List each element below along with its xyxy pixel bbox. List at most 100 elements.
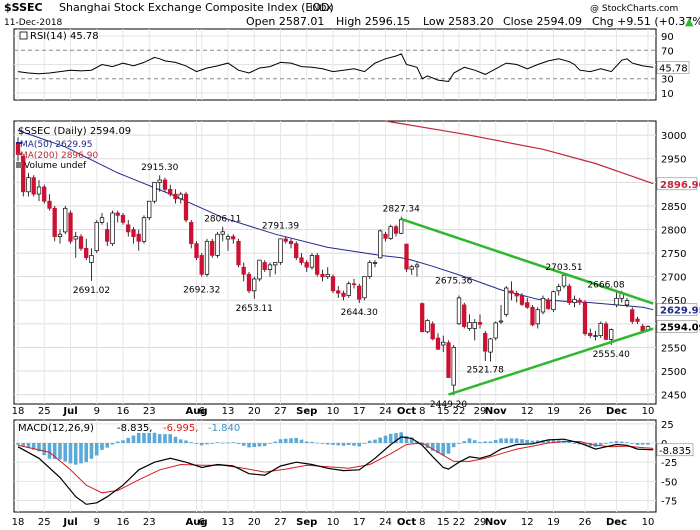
price-tick-label: 2950 bbox=[661, 155, 686, 166]
macd-hist-bar bbox=[247, 443, 251, 448]
x-tick-label: 12 bbox=[521, 406, 534, 417]
price-tick-label: 2750 bbox=[661, 249, 686, 260]
price-layer: 2915.30 2691.02 2806.11 2692.32 2653.11 2791.… bbox=[15, 120, 700, 410]
macd-hist-bar bbox=[310, 441, 314, 443]
macd-hist-bar bbox=[168, 434, 172, 443]
macd-hist-bar bbox=[42, 443, 46, 456]
macd-hist-bar bbox=[84, 443, 88, 463]
candle bbox=[530, 306, 535, 326]
candle bbox=[299, 257, 304, 263]
x-tick-label: 10 bbox=[327, 517, 340, 528]
macd-hist-bar bbox=[635, 443, 640, 445]
macd-hist-bar bbox=[126, 437, 130, 443]
candle bbox=[630, 309, 635, 322]
rsi-line bbox=[17, 53, 654, 83]
candle bbox=[467, 322, 472, 329]
candle bbox=[425, 320, 430, 333]
price-tick-label: 2700 bbox=[661, 273, 686, 284]
x-tick-label: Nov bbox=[485, 517, 507, 528]
x-tick-label: Oct bbox=[397, 517, 416, 528]
x-tick-label: 10 bbox=[642, 517, 655, 528]
macd-tick-label: -25 bbox=[661, 458, 677, 469]
candle bbox=[351, 283, 357, 286]
candle bbox=[582, 301, 588, 335]
candle bbox=[220, 231, 225, 235]
macd-hist-bar bbox=[509, 438, 514, 443]
macd-hist-bar bbox=[178, 439, 183, 443]
price-tick-label: 2800 bbox=[661, 225, 686, 236]
candle bbox=[330, 276, 336, 292]
x-tick-label: 9 bbox=[94, 517, 100, 528]
macd-hist-bar bbox=[226, 442, 230, 444]
price-annotation: 2653.11 bbox=[236, 304, 273, 314]
x-tick-label: 13 bbox=[222, 406, 235, 417]
macd-hist-bar bbox=[58, 443, 62, 460]
price-annotation: 2691.02 bbox=[73, 286, 110, 296]
candle bbox=[346, 283, 351, 296]
macd-hist-bar bbox=[551, 440, 556, 443]
ma200-label: MA(200) 2896.90 bbox=[20, 151, 98, 161]
candle bbox=[593, 335, 598, 337]
x-tick-label: 10 bbox=[642, 406, 655, 417]
x-tick-label: 13 bbox=[222, 517, 235, 528]
close-tag: 2594.09 bbox=[660, 323, 700, 334]
macd-hist-bar bbox=[173, 436, 178, 443]
x-tick-label: 12 bbox=[521, 517, 534, 528]
ma50-tag-bg bbox=[656, 303, 698, 316]
macd-hist-bar bbox=[504, 438, 508, 443]
macd-hist-bar bbox=[404, 436, 409, 443]
macd-hist-bar bbox=[483, 441, 487, 443]
x-tick-label: 20 bbox=[248, 517, 261, 528]
macd-hist-bar bbox=[409, 437, 414, 443]
macd-panel bbox=[13, 419, 657, 513]
rsi-tag: 45.78 bbox=[659, 63, 688, 74]
candle bbox=[189, 222, 194, 244]
candle bbox=[635, 318, 640, 322]
macd-hist-bar bbox=[341, 443, 346, 446]
candle bbox=[588, 332, 593, 337]
candle bbox=[178, 193, 183, 200]
price-annotation: 2692.32 bbox=[183, 285, 220, 295]
macd-layer: -8.835 bbox=[16, 432, 694, 505]
candle bbox=[561, 274, 567, 287]
x-tick-label: Oct bbox=[397, 406, 416, 417]
macd-hist-bar bbox=[257, 443, 262, 447]
macd-hist-bar bbox=[289, 438, 293, 443]
low: Low 2583.20 bbox=[423, 15, 494, 28]
candle bbox=[414, 264, 420, 268]
close: Close 2594.09 bbox=[503, 15, 582, 28]
price-tick-label: 2850 bbox=[661, 202, 686, 213]
symbol: $SSEC bbox=[4, 1, 43, 14]
x-tick-label: 8 bbox=[419, 517, 425, 528]
price-annotation: 2806.11 bbox=[204, 215, 241, 225]
candle bbox=[21, 156, 26, 193]
candle bbox=[498, 320, 504, 323]
candle bbox=[472, 322, 477, 329]
x-tick-label: 29 bbox=[474, 406, 487, 417]
x-tick-label: 15 bbox=[437, 517, 450, 528]
macd-hist-bar bbox=[604, 443, 608, 444]
macd-hist-bar bbox=[493, 439, 498, 443]
candle bbox=[278, 238, 283, 263]
macd-hist-bar bbox=[525, 439, 529, 443]
macd-hist-bar bbox=[142, 433, 146, 443]
macd-hist-bar bbox=[278, 439, 283, 443]
candle bbox=[115, 212, 120, 216]
x-tick-label: 23 bbox=[143, 517, 156, 528]
candle bbox=[362, 276, 367, 299]
macd-hist-bar bbox=[268, 443, 272, 444]
macd-hist-bar bbox=[31, 443, 36, 450]
macd-hist-bar bbox=[294, 438, 298, 443]
candle bbox=[162, 179, 168, 190]
macd-tag-bg bbox=[656, 443, 694, 457]
x-tick-label: 22 bbox=[453, 406, 466, 417]
trend-line bbox=[400, 217, 654, 305]
candle bbox=[231, 236, 236, 240]
macd-hist-bar bbox=[357, 443, 361, 447]
rsi-legend: RSI(14) 45.78 bbox=[19, 31, 99, 42]
candle bbox=[199, 255, 204, 275]
x-tick-label: 27 bbox=[274, 517, 287, 528]
x-tick-label: 17 bbox=[353, 406, 366, 417]
macd-hist-bar bbox=[488, 441, 493, 443]
